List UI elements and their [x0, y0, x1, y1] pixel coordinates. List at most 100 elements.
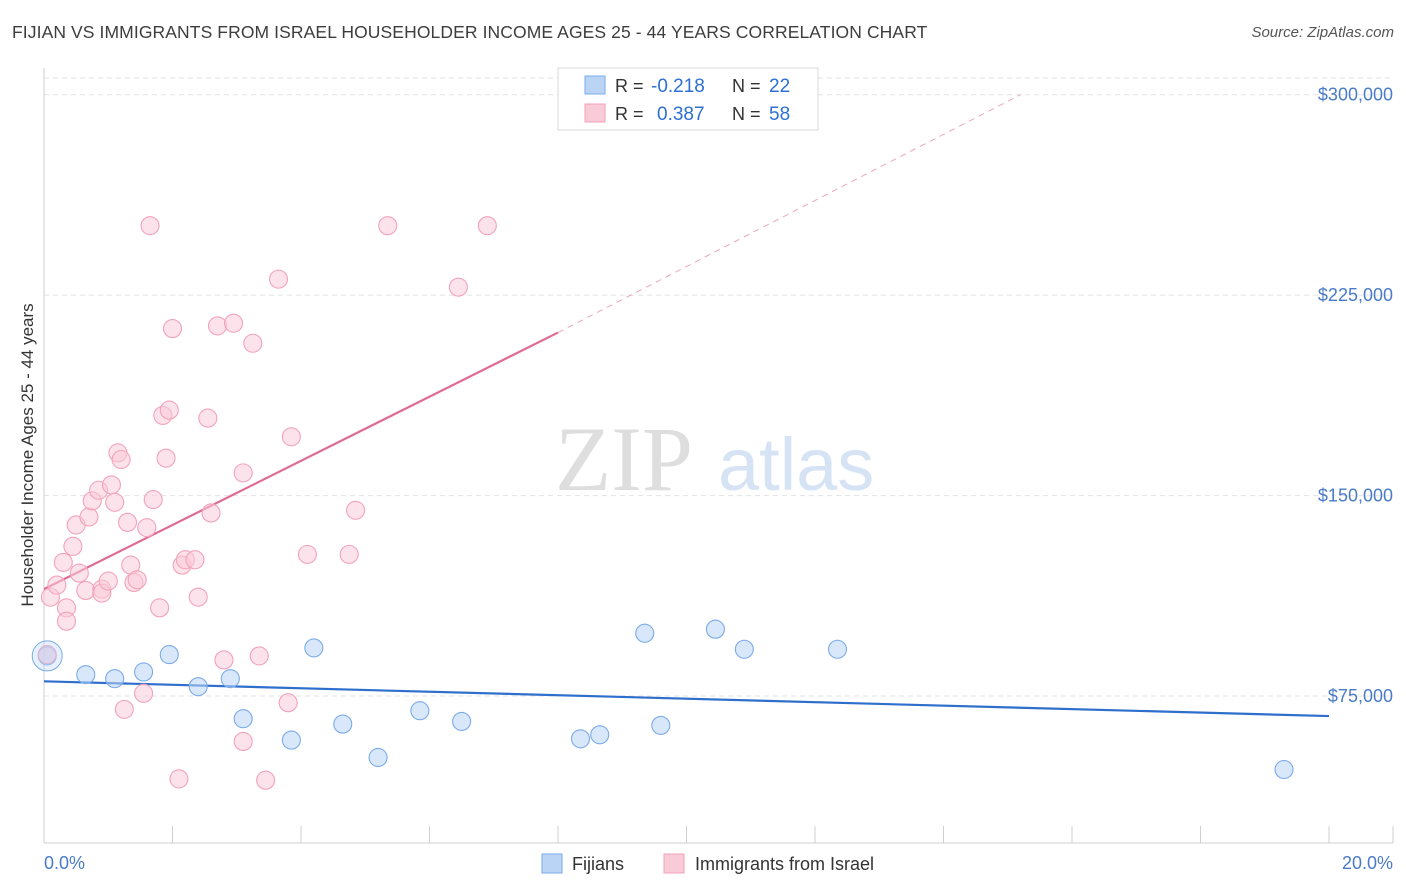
point-1-16	[105, 492, 125, 512]
x-tick-label-left: 0.0%	[44, 853, 85, 873]
legend-n-value-1: 58	[769, 104, 790, 125]
legend-r-label-1: R =	[615, 104, 644, 124]
point-1-18	[111, 449, 131, 470]
point-1-3	[53, 552, 73, 572]
y-axis-label: Householder Income Ages 25 - 44 years	[18, 303, 37, 606]
point-0-16	[635, 623, 655, 643]
point-1-32	[169, 769, 189, 789]
point-1-41	[223, 313, 244, 333]
point-1-40	[214, 650, 234, 670]
point-1-53	[378, 216, 398, 236]
point-1-35	[185, 550, 205, 570]
point-0-1	[76, 665, 96, 685]
point-1-44	[243, 333, 263, 353]
point-1-55	[477, 216, 497, 236]
watermark: ZIP atlas	[555, 408, 874, 510]
point-1-46	[256, 770, 276, 790]
point-0-8	[281, 730, 301, 750]
point-1-14	[98, 571, 118, 591]
point-0-3	[134, 662, 154, 682]
legend-n-label-1: N =	[732, 104, 761, 124]
point-1-19	[117, 512, 138, 532]
point-1-8	[76, 580, 96, 601]
point-0-21	[1274, 759, 1294, 780]
point-1-45	[249, 646, 269, 666]
y-tick-label-3: $75,000	[1328, 686, 1393, 706]
legend-n-value-0: 22	[769, 76, 790, 97]
point-1-50	[297, 544, 317, 564]
point-0-15	[590, 725, 610, 745]
legend-swatch-fijians	[584, 75, 606, 95]
point-1-48	[278, 693, 298, 713]
x-tick-label-right: 20.0%	[1342, 853, 1393, 873]
point-1-1	[47, 575, 67, 595]
point-1-42	[233, 463, 253, 483]
point-1-25	[140, 216, 160, 236]
point-1-29	[156, 448, 176, 468]
point-1-49	[281, 427, 301, 447]
point-1-31	[162, 319, 183, 339]
y-tick-label-0: $300,000	[1318, 85, 1393, 105]
point-1-7	[69, 563, 89, 583]
legend-swatch-israel	[584, 103, 606, 123]
point-1-27	[150, 598, 170, 618]
watermark-zip: ZIP	[555, 408, 693, 510]
point-0-5	[188, 677, 208, 697]
point-0-12	[410, 701, 430, 721]
point-1-23	[134, 683, 154, 703]
legend-r-value-0: -0.218	[651, 76, 705, 97]
point-1-43	[233, 731, 253, 751]
point-0-9	[304, 638, 324, 658]
point-1-51	[339, 544, 359, 564]
point-1-52	[346, 500, 366, 520]
point-0-13	[452, 711, 472, 731]
trend-lines	[43, 94, 1330, 718]
point-1-15	[101, 475, 122, 495]
point-1-26	[143, 490, 163, 510]
watermark-atlas: atlas	[718, 423, 874, 506]
point-0-2	[105, 669, 125, 689]
point-1-47	[268, 269, 289, 289]
series-legend-label-1: Immigrants from Israel	[695, 854, 874, 874]
point-1-56	[114, 699, 134, 719]
gridlines: $300,000 $225,000 $150,000 $75,000	[44, 77, 1393, 706]
stats-legend: R = -0.218 N = 22 R = 0.387 N = 58	[557, 67, 819, 131]
series-legend-swatch-0	[541, 853, 563, 874]
point-cluster-origin	[31, 640, 63, 672]
axes	[43, 68, 1394, 844]
chart-title: FIJIAN VS IMMIGRANTS FROM ISRAEL HOUSEHO…	[12, 22, 928, 42]
point-1-9	[79, 507, 99, 527]
point-0-4	[159, 645, 179, 665]
point-1-54	[448, 277, 468, 297]
point-1-30	[159, 400, 179, 420]
point-0-17	[651, 715, 671, 735]
point-1-5	[63, 536, 83, 556]
legend-r-value-1: 0.387	[657, 104, 705, 125]
trend-line-0	[43, 680, 1330, 718]
point-0-7	[233, 709, 253, 729]
point-0-20	[827, 639, 848, 659]
point-1-22	[127, 570, 147, 590]
y-tick-label-1: $225,000	[1318, 285, 1393, 305]
point-1-38	[201, 503, 221, 523]
legend-n-label-0: N =	[732, 76, 761, 96]
point-1-39	[207, 316, 228, 336]
point-0-19	[734, 639, 754, 659]
data-points	[31, 216, 1294, 790]
point-1-37	[198, 408, 218, 428]
point-0-11	[368, 747, 388, 768]
series-legend: Fijians Immigrants from Israel	[541, 853, 874, 874]
chart-source: Source: ZipAtlas.com	[1251, 24, 1394, 41]
trend-line-1	[43, 331, 559, 591]
series-legend-label-0: Fijians	[572, 854, 624, 874]
legend-r-label-0: R =	[615, 76, 644, 96]
point-0-18	[705, 619, 725, 639]
point-1-36	[188, 587, 208, 607]
point-0-6	[220, 669, 240, 689]
point-0-10	[333, 714, 353, 734]
point-1-57	[37, 645, 57, 665]
point-1-4	[56, 611, 77, 631]
trend-extension-1	[557, 94, 1021, 334]
y-tick-label-2: $150,000	[1318, 486, 1393, 506]
